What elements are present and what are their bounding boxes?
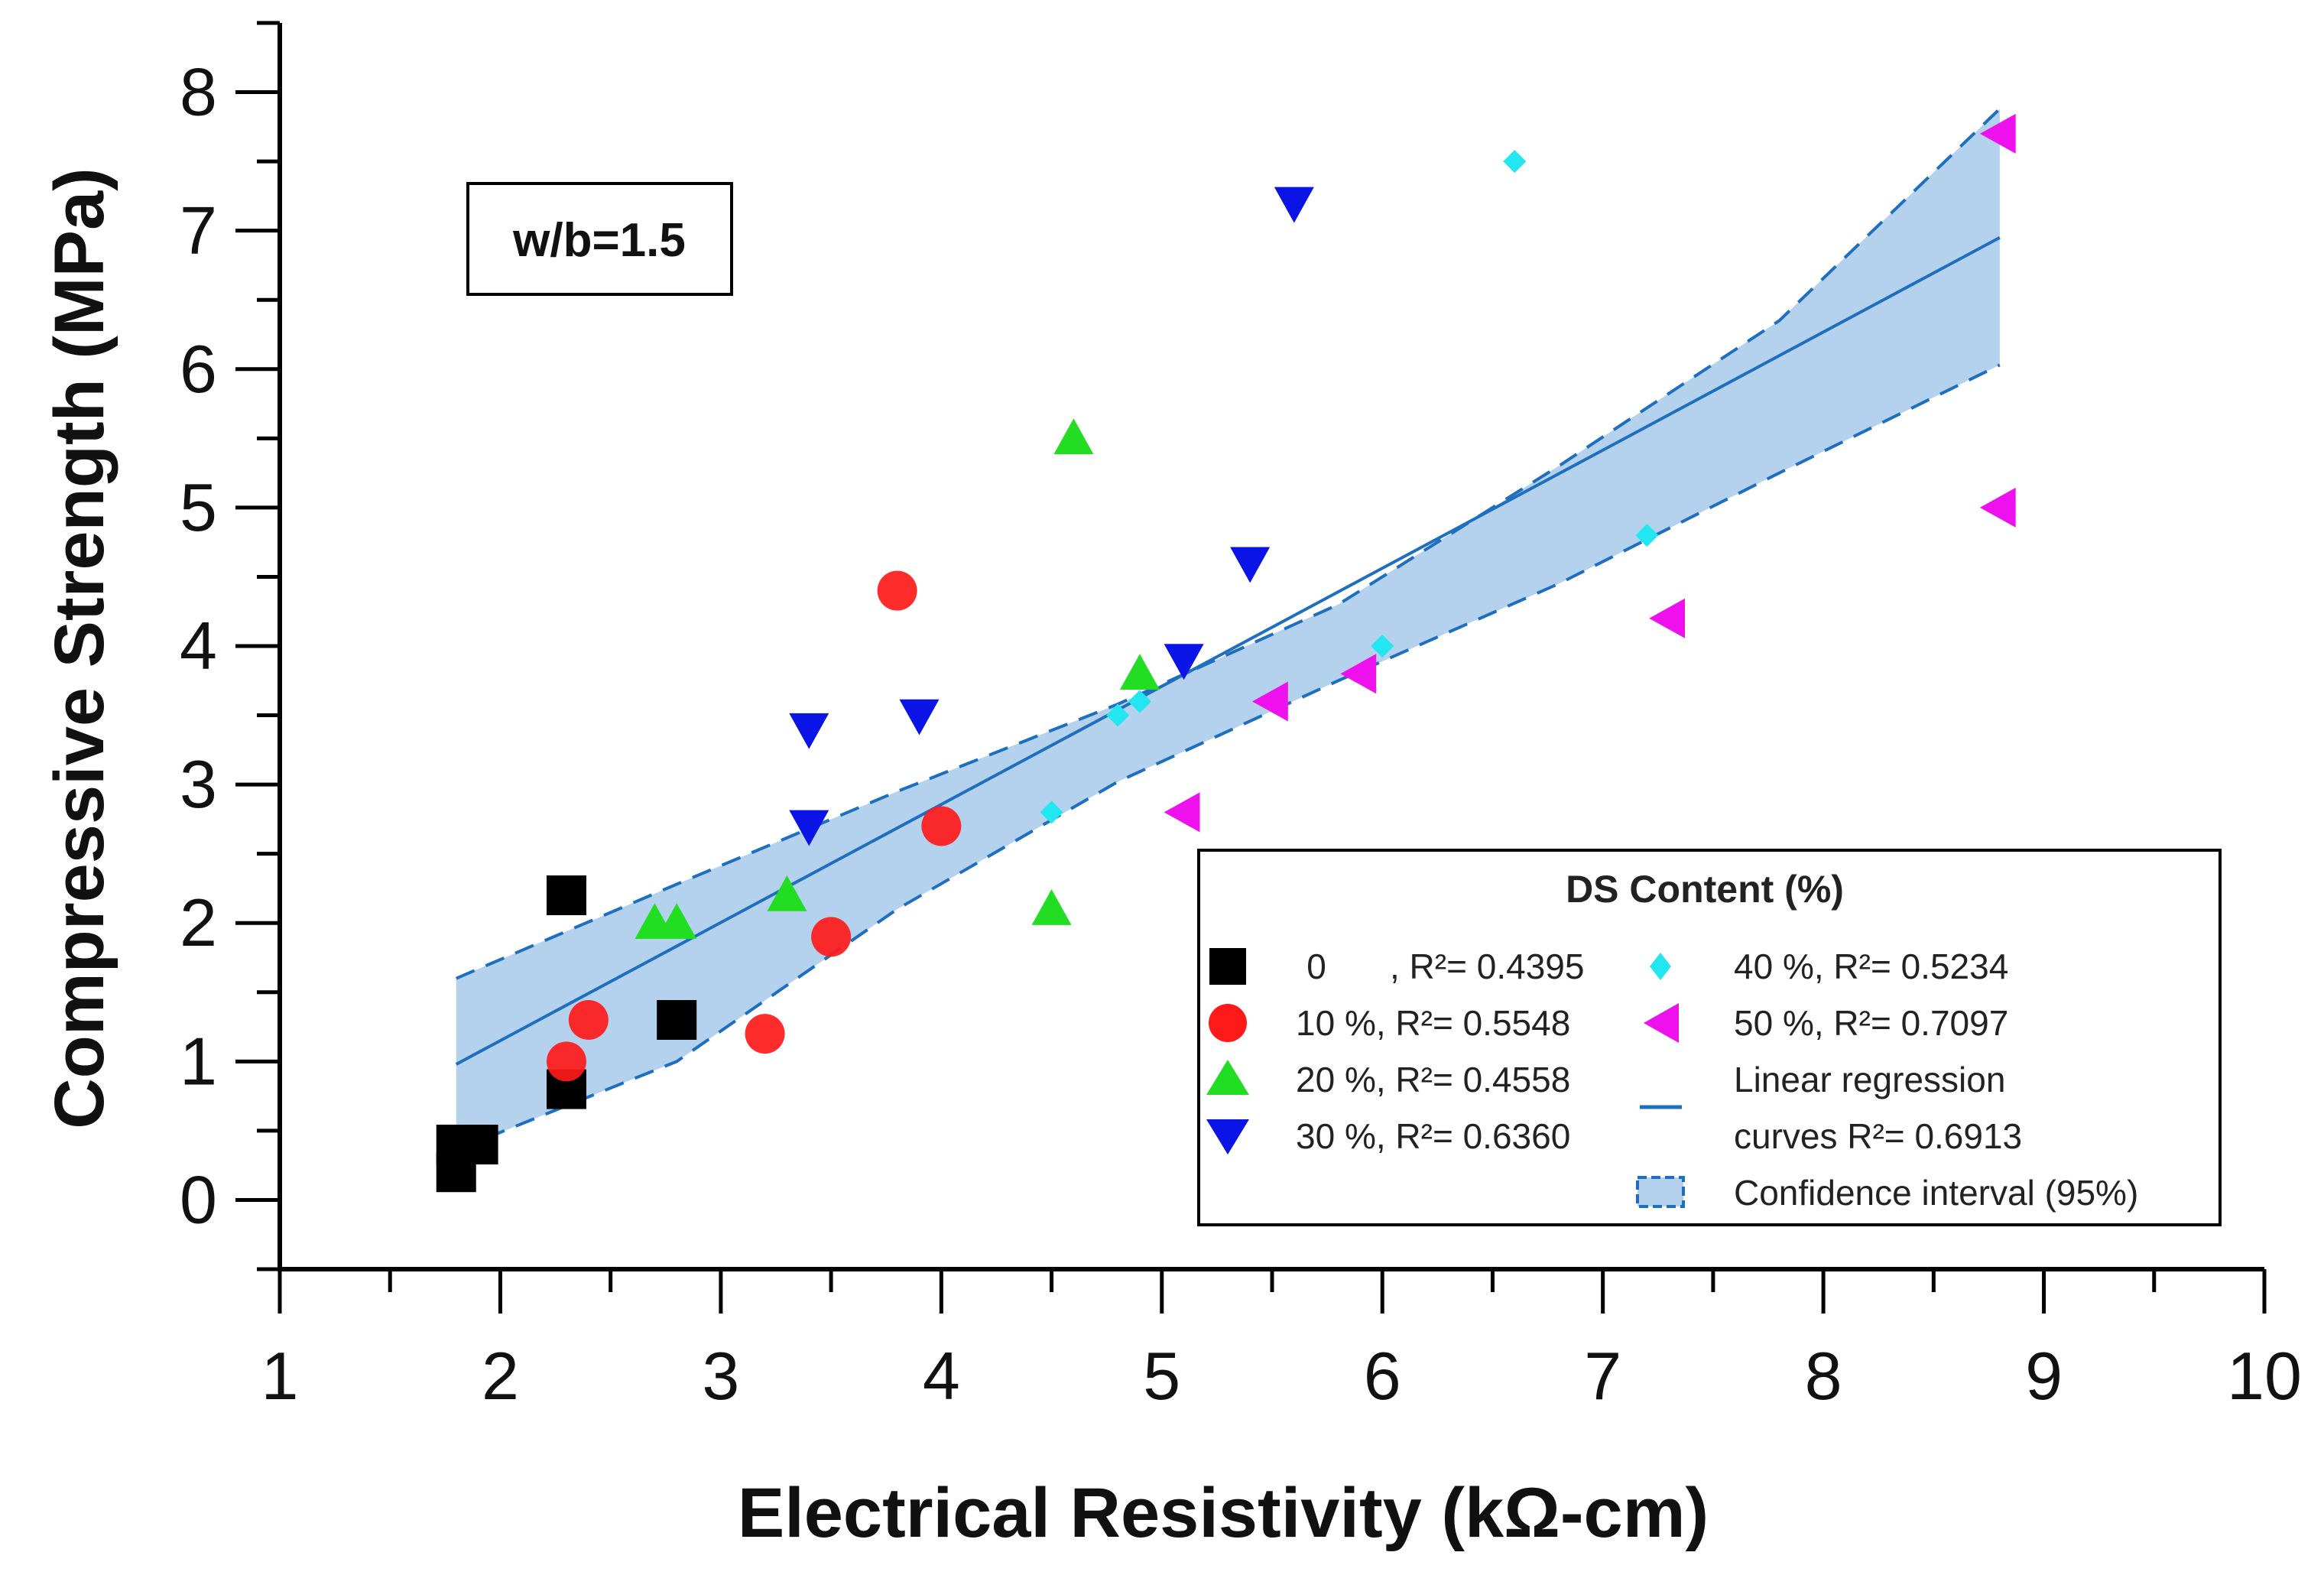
legend-entry-10: 10 %, R²= 0.5548 [1209,1003,1570,1043]
legend-box [1197,849,2222,1226]
legend-label-fit-line1: Linear regression [1734,1060,2005,1099]
x-axis-title: Electrical Resistivity (kΩ-cm) [738,1474,1709,1552]
data-point-circle [811,917,852,957]
data-point-triangle-down [789,810,829,846]
legend-label-40: 40 %, R²= 0.5234 [1734,947,2008,986]
x-tick-label: 8 [1805,1338,1842,1414]
data-point-triangle-down [899,699,940,736]
data-point-circle [877,570,917,611]
legend-entry-ci: Confidence interval (95%) [1636,1173,2138,1213]
legend-label-20: 20 %, R²= 0.4558 [1296,1060,1570,1099]
legend-title: DS Content (%) [1566,868,1844,911]
x-tick-label: 7 [1584,1338,1621,1414]
data-point-diamond [1106,703,1130,727]
y-ticks: 0 1 2 3 4 5 6 7 8 [180,21,280,1271]
data-point-triangle-left [1164,792,1200,833]
legend-entry-50: 50 %, R²= 0.7097 [1644,1003,2008,1043]
data-point-triangle-up [767,875,807,911]
data-point-circle [745,1014,785,1054]
x-tick-label: 10 [2227,1338,2302,1414]
data-point-diamond [1128,690,1151,713]
legend-marker-triangle-up [1206,1060,1249,1095]
data-point-triangle-left [1252,681,1288,722]
x-tick-label: 5 [1143,1338,1180,1414]
legend: DS Content (%) 0 , R²= 0.4395 10 %, R²= … [1197,849,2222,1226]
legend-label-10: 10 %, R²= 0.5548 [1296,1003,1570,1043]
legend-marker-band [1636,1176,1685,1208]
data-point-circle [921,806,962,846]
data-point-triangle-down [1274,187,1314,223]
annotation-text: w/b=1.5 [512,214,686,267]
x-tick-label: 9 [2025,1338,2063,1414]
x-tick-label: 6 [1364,1338,1401,1414]
y-tick-label: 8 [180,54,217,130]
legend-entry-fit: Linear regression curves R²= 0.6913 [1640,1060,2022,1156]
data-point-triangle-up [1053,418,1094,455]
x-ticks: 1 2 3 4 5 6 7 8 9 10 [261,1269,2302,1414]
confidence-band [456,109,2000,1151]
legend-label-0-prefix: 0 [1306,947,1326,986]
data-point-triangle-up [657,903,697,940]
y-tick-label: 0 [180,1161,217,1237]
data-point-square [458,1125,498,1164]
data-point-square [546,875,586,915]
data-point-square [657,1000,697,1040]
y-axis-title: Compressive Strength (MPa) [41,167,118,1129]
data-point-triangle-left [1340,654,1377,694]
data-point-triangle-down [1230,547,1271,583]
y-tick-label: 4 [180,608,217,684]
y-tick-label: 2 [180,885,217,960]
data-point-triangle-down [789,713,829,749]
y-tick-label: 5 [180,469,217,545]
y-tick-label: 1 [180,1023,217,1099]
data-point-triangle-up [1119,654,1160,690]
legend-entry-40: 40 %, R²= 0.5234 [1650,947,2008,986]
legend-label-ci: Confidence interval (95%) [1734,1173,2138,1213]
data-point-diamond [1040,800,1063,824]
regression-line [455,235,2001,1066]
y-tick-label: 6 [180,331,217,407]
legend-marker-diamond [1650,953,1671,980]
legend-entry-20: 20 %, R²= 0.4558 [1206,1060,1570,1099]
data-point-diamond [1371,635,1394,658]
data-point-diamond [1503,150,1527,174]
data-point-triangle-left [1979,113,2016,154]
data-point-diamond [1635,524,1659,547]
x-tick-label: 1 [261,1338,299,1414]
data-point-circle [546,1041,586,1082]
annotation-box: w/b=1.5 [466,182,733,296]
points-layer [436,113,2016,1193]
y-tick-label: 3 [180,746,217,822]
confidence-upper-bound [455,107,2001,980]
y-tick-label: 7 [180,193,217,268]
legend-entry-0: 0 , R²= 0.4395 [1209,947,1584,986]
legend-label-0-suffix: , R²= 0.4395 [1390,947,1584,986]
data-point-circle [568,1000,609,1040]
legend-marker-triangle-down [1206,1119,1249,1154]
regression-layer [455,107,2001,1152]
data-point-triangle-left [1979,487,2016,528]
legend-label-30: 30 %, R²= 0.6360 [1296,1116,1570,1156]
legend-label-50: 50 %, R²= 0.7097 [1734,1003,2008,1043]
legend-label-fit-line2: curves R²= 0.6913 [1734,1116,2022,1156]
data-point-triangle-down [1164,644,1204,680]
x-tick-label: 3 [702,1338,739,1414]
x-tick-label: 4 [923,1338,960,1414]
data-point-triangle-left [1649,598,1685,638]
legend-marker-circle [1209,1004,1247,1042]
axes-layer: 1 2 3 4 5 6 7 8 9 10 0 1 2 3 4 5 6 7 8 [180,21,2302,1414]
confidence-lower-bound [456,363,2001,1152]
data-point-triangle-up [1031,889,1072,925]
legend-entry-30: 30 %, R²= 0.6360 [1206,1116,1570,1156]
x-tick-label: 2 [482,1338,519,1414]
legend-marker-triangle-left [1644,1003,1679,1043]
legend-marker-square [1209,948,1246,985]
